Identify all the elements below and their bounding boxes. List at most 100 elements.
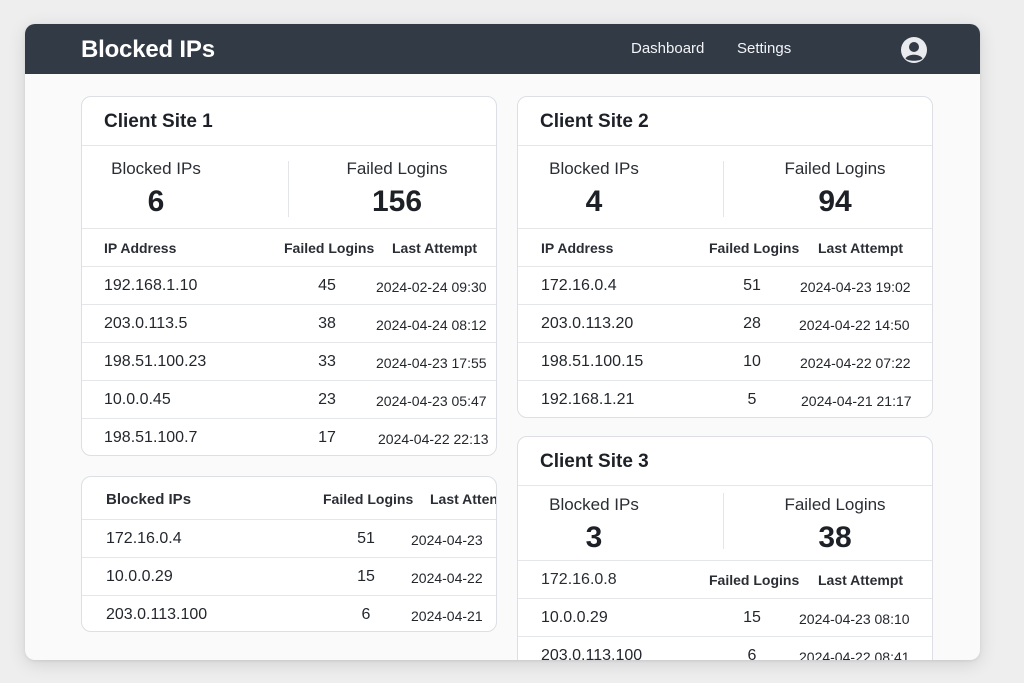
count-cell: 17 — [318, 429, 336, 446]
table-header: IP Address Failed Logins Last Attempt — [82, 228, 496, 266]
client-site-3-card: Client Site 3 Blocked IPs 3 Failed Login… — [517, 436, 933, 660]
stat-label: Blocked IPs — [549, 159, 639, 178]
nav-dashboard-link[interactable]: Dashboard — [631, 40, 705, 57]
ip-cell: 203.0.113.100 — [106, 606, 208, 623]
count-cell: 15 — [743, 609, 761, 626]
stat-label: Blocked IPs — [111, 159, 201, 178]
count-cell: 5 — [747, 391, 757, 408]
column-header-blocked-ips[interactable]: Blocked IPs — [106, 491, 192, 508]
blocked-ips-stat: Blocked IPs 6 — [96, 159, 216, 219]
ip-cell: 192.168.1.21 — [541, 391, 635, 408]
ip-cell: 192.168.1.10 — [104, 277, 198, 294]
count-cell: 33 — [318, 353, 336, 370]
stat-label: Failed Logins — [784, 495, 886, 514]
card-title: Client Site 1 — [104, 111, 213, 132]
table-row[interactable]: 10.0.0.29 15 2024-04-22 — [82, 557, 496, 595]
date-cell: 2024-04-22 07:22 — [800, 355, 911, 371]
column-header-failed-logins[interactable]: Failed Logins — [709, 240, 800, 256]
date-cell: 2024-04-22 — [411, 570, 483, 586]
card-title: Client Site 3 — [540, 451, 649, 472]
failed-logins-stat: Failed Logins 156 — [322, 159, 472, 219]
user-avatar-icon[interactable] — [900, 36, 928, 64]
count-cell: 10 — [743, 353, 761, 370]
stat-value: 94 — [818, 185, 852, 218]
ip-cell: 203.0.113.5 — [104, 315, 188, 332]
ip-cell: 10.0.0.45 — [104, 391, 171, 408]
table-row[interactable]: 203.0.113.100 6 2024-04-22 08:41 — [518, 636, 932, 660]
app-window: Blocked IPs Dashboard Settings Client Si… — [25, 24, 980, 660]
date-cell: 2024-04-23 17:55 — [376, 355, 487, 371]
table-row[interactable]: 198.51.100.15 10 2024-04-22 07:22 — [518, 342, 932, 380]
ip-cell: 10.0.0.29 — [106, 568, 173, 585]
app-title: Blocked IPs — [81, 36, 215, 63]
column-header-ip[interactable]: IP Address — [541, 240, 614, 256]
table-row[interactable]: 172.16.0.4 51 2024-04-23 19:02 — [518, 266, 932, 304]
count-cell: 6 — [747, 647, 757, 660]
stat-value: 3 — [585, 521, 603, 554]
date-cell: 2024-02-24 09:30 — [376, 279, 487, 295]
ip-cell: 203.0.113.20 — [541, 315, 634, 332]
failed-logins-stat: Failed Logins 94 — [760, 159, 910, 219]
ip-cell: 198.51.100.23 — [104, 353, 207, 370]
table-row[interactable]: 192.168.1.21 5 2024-04-21 21:17 — [518, 380, 932, 417]
header-ip-cell: 172.16.0.8 — [541, 571, 617, 588]
column-header-failed-logins[interactable]: Failed Logins — [284, 240, 375, 256]
stat-divider — [723, 493, 724, 549]
stat-value: 156 — [371, 185, 423, 218]
date-cell: 2024-04-23 08:10 — [799, 611, 910, 627]
table-row[interactable]: 10.0.0.29 15 2024-04-23 08:10 — [518, 598, 932, 636]
blocked-ips-stat: Blocked IPs 3 — [534, 495, 654, 555]
column-header-last-attempt[interactable]: Last Attempt — [392, 240, 478, 256]
date-cell: 2024-04-22 22:13 — [378, 431, 489, 447]
ip-cell: 10.0.0.29 — [541, 609, 608, 626]
date-cell: 2024-04-21 — [411, 608, 483, 624]
column-header-ip[interactable]: IP Address — [104, 240, 177, 256]
column-header-last-attempt[interactable]: Last Atten — [430, 491, 497, 507]
blocked-ips-table-card: Blocked IPs Failed Logins Last Atten 172… — [81, 476, 497, 632]
table-header: 172.16.0.8 Failed Logins Last Attempt — [518, 560, 932, 598]
table-row[interactable]: 192.168.1.10 45 2024-02-24 09:30 — [82, 266, 496, 304]
count-cell: 23 — [318, 391, 336, 408]
failed-logins-stat: Failed Logins 38 — [760, 495, 910, 555]
date-cell: 2024-04-23 — [411, 532, 483, 548]
ip-cell: 198.51.100.15 — [541, 353, 644, 370]
column-header-last-attempt[interactable]: Last Attempt — [818, 240, 904, 256]
count-cell: 51 — [743, 277, 761, 294]
column-header-failed-logins[interactable]: Failed Logins — [323, 491, 414, 507]
column-header-failed-logins[interactable]: Failed Logins — [709, 572, 800, 588]
stat-label: Failed Logins — [346, 159, 448, 178]
table-header: IP Address Failed Logins Last Attempt — [518, 228, 932, 266]
stat-value: 4 — [585, 185, 603, 218]
ip-cell: 172.16.0.4 — [541, 277, 617, 294]
divider — [518, 485, 932, 486]
table-row[interactable]: 203.0.113.20 28 2024-04-22 14:50 — [518, 304, 932, 342]
count-cell: 15 — [357, 568, 375, 585]
table-row[interactable]: 172.16.0.4 51 2024-04-23 — [82, 519, 496, 557]
stat-label: Failed Logins — [784, 159, 886, 178]
card-title: Client Site 2 — [540, 111, 649, 132]
stat-divider — [288, 161, 289, 217]
date-cell: 2024-04-22 14:50 — [799, 317, 910, 333]
count-cell: 38 — [318, 315, 336, 332]
table-row[interactable]: 198.51.100.7 17 2024-04-22 22:13 — [82, 418, 496, 455]
count-cell: 45 — [318, 277, 336, 294]
table-row[interactable]: 203.0.113.100 6 2024-04-21 — [82, 595, 496, 631]
date-cell: 2024-04-24 08:12 — [376, 317, 487, 333]
client-site-2-card: Client Site 2 Blocked IPs 4 Failed Login… — [517, 96, 933, 418]
date-cell: 2024-04-23 19:02 — [800, 279, 911, 295]
stat-value: 6 — [147, 185, 165, 218]
count-cell: 28 — [743, 315, 761, 332]
blocked-ips-stat: Blocked IPs 4 — [534, 159, 654, 219]
table-row[interactable]: 10.0.0.45 23 2024-04-23 05:47 — [82, 380, 496, 418]
stat-divider — [723, 161, 724, 217]
nav-settings-link[interactable]: Settings — [737, 40, 792, 57]
count-cell: 51 — [357, 530, 375, 547]
count-cell: 6 — [361, 606, 371, 623]
date-cell: 2024-04-21 21:17 — [801, 393, 912, 409]
ip-cell: 172.16.0.4 — [106, 530, 182, 547]
table-row[interactable]: 203.0.113.5 38 2024-04-24 08:12 — [82, 304, 496, 342]
divider — [82, 145, 496, 146]
column-header-last-attempt[interactable]: Last Attempt — [818, 572, 904, 588]
table-row[interactable]: 198.51.100.23 33 2024-04-23 17:55 — [82, 342, 496, 380]
ip-cell: 198.51.100.7 — [104, 429, 198, 446]
